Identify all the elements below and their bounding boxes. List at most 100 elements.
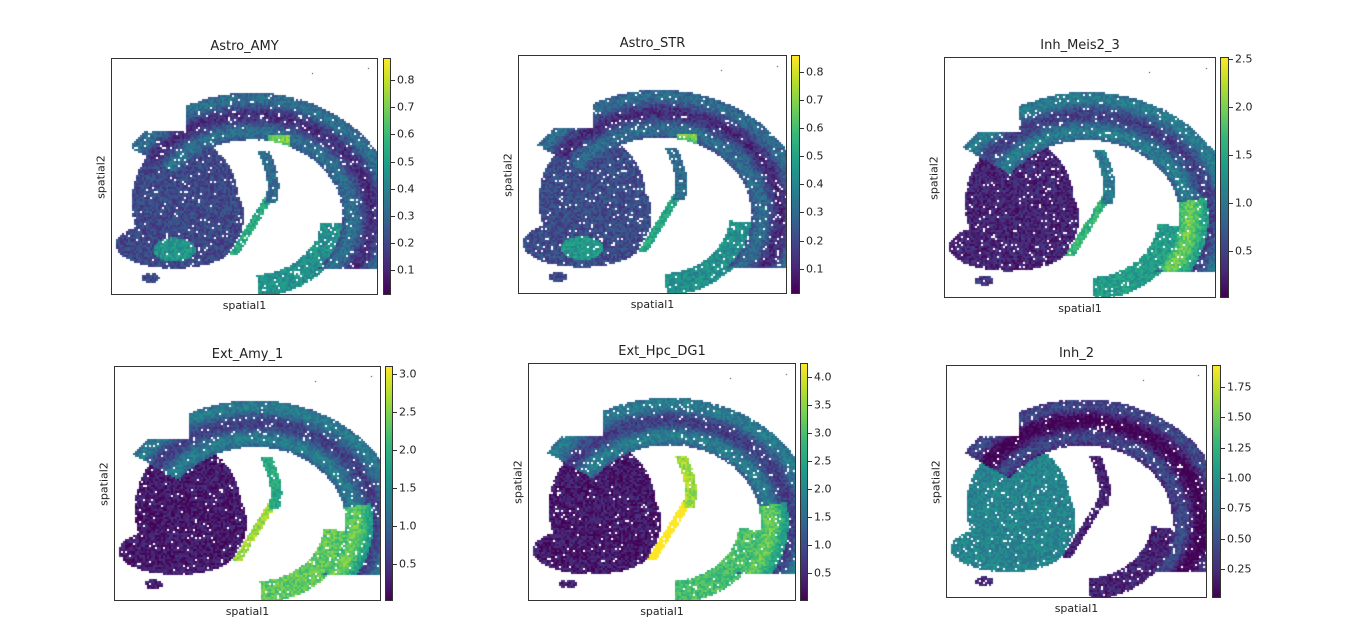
panel-title: Ext_Amy_1 <box>211 347 284 362</box>
y-axis-label: spatial2 <box>511 460 525 504</box>
plot-area <box>518 55 787 294</box>
colorbar-tick <box>393 449 397 451</box>
colorbar-tick-label: 0.5 <box>1235 244 1253 258</box>
colorbar-tick-label: 0.7 <box>397 100 415 114</box>
colorbar-tick <box>800 240 804 242</box>
colorbar-tick <box>808 573 812 575</box>
x-axis-label: spatial1 <box>1054 602 1099 615</box>
colorbar-tick-label: 2.0 <box>1235 100 1253 114</box>
colorbar-tick-label: 3.5 <box>814 398 832 412</box>
colorbar-tick-label: 0.1 <box>397 263 415 277</box>
plot-area <box>946 365 1207 598</box>
tissue-spots <box>945 58 1215 297</box>
colorbar-tick <box>391 134 395 136</box>
colorbar-tick <box>800 128 804 130</box>
panel-title: Inh_2 <box>1058 346 1095 361</box>
colorbar-tick-label: 0.2 <box>806 234 824 248</box>
colorbar-tick-label: 0.5 <box>399 557 417 571</box>
colorbar-tick <box>1221 417 1225 419</box>
colorbar-tick-label: 0.3 <box>806 205 824 219</box>
colorbar-tick <box>1229 58 1233 60</box>
colorbar-tick <box>393 411 397 413</box>
tissue-spots <box>115 367 380 600</box>
tissue-spots <box>529 364 795 600</box>
tissue-spots <box>947 366 1206 597</box>
colorbar-tick <box>391 243 395 245</box>
colorbar-tick-label: 1.0 <box>399 519 417 533</box>
panel-title: Astro_AMY <box>210 39 279 54</box>
colorbar-tick <box>1229 106 1233 108</box>
x-axis-label: spatial1 <box>640 605 684 618</box>
y-axis-label: spatial2 <box>501 152 515 197</box>
colorbar-tick-label: 1.25 <box>1227 441 1252 455</box>
colorbar-tick <box>393 525 397 527</box>
colorbar-tick <box>1221 477 1225 479</box>
y-axis-label: spatial2 <box>97 461 111 506</box>
colorbar-tick-label: 0.8 <box>397 73 415 87</box>
colorbar-tick <box>391 216 395 217</box>
x-axis-label: spatial1 <box>225 605 270 618</box>
colorbar-tick <box>800 71 804 73</box>
tissue-spots <box>519 56 786 293</box>
colorbar <box>800 363 808 601</box>
colorbar-tick <box>393 487 397 489</box>
colorbar-tick-label: 0.25 <box>1227 562 1252 576</box>
colorbar-tick-label: 0.1 <box>806 262 824 276</box>
colorbar-tick <box>393 373 397 375</box>
panel-title: Inh_Meis2_3 <box>1040 38 1120 53</box>
colorbar-tick <box>391 188 395 190</box>
colorbar-tick <box>1221 386 1225 388</box>
colorbar-tick <box>391 161 395 163</box>
colorbar-tick-label: 0.7 <box>806 93 824 107</box>
colorbar-tick <box>800 268 804 270</box>
colorbar-tick <box>808 517 812 519</box>
colorbar <box>383 58 391 295</box>
colorbar-tick-label: 0.5 <box>806 149 824 163</box>
panel-title: Ext_Hpc_DG1 <box>618 344 706 359</box>
plot-area <box>528 363 796 601</box>
colorbar-tick-label: 3.0 <box>399 367 417 381</box>
colorbar-tick-label: 2.0 <box>814 482 832 496</box>
colorbar-tick-label: 2.5 <box>814 454 832 468</box>
colorbar <box>1212 365 1221 598</box>
colorbar-tick <box>808 377 812 379</box>
y-axis-label: spatial2 <box>927 155 941 200</box>
y-axis-label: spatial2 <box>929 459 943 504</box>
colorbar-tick-label: 0.50 <box>1227 532 1252 546</box>
colorbar-tick-label: 0.2 <box>397 236 415 250</box>
colorbar-tick <box>1229 250 1233 252</box>
plot-area <box>114 366 381 601</box>
colorbar-tick <box>1229 202 1233 204</box>
x-axis-label: spatial1 <box>222 299 267 312</box>
colorbar-tick-label: 1.5 <box>1235 148 1253 162</box>
colorbar-tick <box>1221 568 1225 570</box>
colorbar-tick-label: 0.8 <box>806 65 824 79</box>
colorbar-tick-label: 1.5 <box>814 510 832 524</box>
colorbar <box>385 366 393 601</box>
colorbar-tick <box>808 433 812 435</box>
colorbar-tick <box>391 107 395 109</box>
x-axis-label: spatial1 <box>630 298 675 311</box>
colorbar-tick <box>800 156 804 158</box>
colorbar-tick-label: 2.5 <box>399 405 417 419</box>
colorbar-tick <box>391 270 395 272</box>
colorbar-tick <box>1221 447 1225 449</box>
x-axis-label: spatial1 <box>1058 302 1102 315</box>
colorbar-tick-label: 3.0 <box>814 426 832 440</box>
colorbar-tick-label: 0.3 <box>397 209 415 223</box>
colorbar-tick-label: 1.5 <box>399 481 417 495</box>
colorbar <box>1220 57 1229 298</box>
colorbar-tick <box>800 99 804 101</box>
colorbar-tick-label: 1.50 <box>1227 410 1252 424</box>
tissue-spots <box>112 59 377 294</box>
colorbar-tick <box>1221 538 1225 540</box>
colorbar-tick <box>808 405 812 407</box>
panel-title: Astro_STR <box>619 36 686 51</box>
colorbar-tick-label: 0.4 <box>397 182 415 196</box>
colorbar-tick-label: 1.0 <box>814 538 832 552</box>
colorbar-tick-label: 0.6 <box>806 121 824 135</box>
colorbar-tick <box>808 461 812 463</box>
colorbar-tick <box>800 212 804 214</box>
colorbar-tick-label: 0.5 <box>397 155 415 169</box>
colorbar-tick-label: 0.4 <box>806 177 824 191</box>
